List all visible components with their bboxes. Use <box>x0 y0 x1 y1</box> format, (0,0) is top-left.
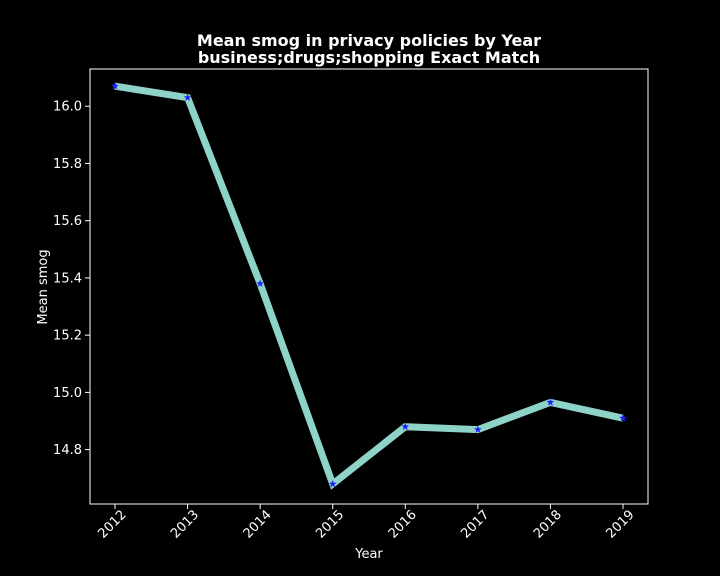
data-point-marker <box>401 422 410 430</box>
x-tick-label: 2017 <box>458 508 492 542</box>
x-tick-label: 2013 <box>168 508 202 542</box>
data-point-marker <box>474 425 482 433</box>
x-tick-label: 2019 <box>604 508 638 542</box>
y-axis-label: Mean smog <box>36 249 51 324</box>
y-axis: 14.8 15.0 15.2 15.4 15.6 15.8 16.0 <box>53 100 90 458</box>
y-tick-label: 15.8 <box>53 157 82 172</box>
y-tick-label: 14.8 <box>53 443 82 458</box>
x-tick-label: 2016 <box>386 508 420 542</box>
x-tick-label: 2015 <box>313 508 347 542</box>
data-point-marker <box>619 414 627 422</box>
series-layer <box>111 82 627 490</box>
data-point-marker <box>111 82 119 90</box>
x-axis: 2012 2013 2014 2015 2016 2017 2018 2019 <box>96 504 638 542</box>
y-tick-label: 15.6 <box>53 214 82 229</box>
data-point-marker <box>546 398 555 406</box>
x-tick-label: 2014 <box>241 508 275 542</box>
data-point-marker <box>256 279 264 287</box>
y-tick-label: 15.4 <box>53 271 82 286</box>
series-line <box>114 82 624 490</box>
y-tick-label: 15.2 <box>53 329 82 344</box>
x-tick-label: 2012 <box>96 508 130 542</box>
plot-area-frame <box>89 68 649 505</box>
y-tick-label: 16.0 <box>53 100 82 115</box>
y-tick-label: 15.0 <box>53 386 82 401</box>
chart-subtitle: business;drugs;shopping Exact Match <box>198 48 540 67</box>
data-point-marker <box>183 93 192 101</box>
chart-title: Mean smog in privacy policies by Year <box>197 31 541 50</box>
x-tick-label: 2018 <box>531 508 565 542</box>
x-axis-label: Year <box>354 547 383 562</box>
data-point-marker <box>328 479 337 488</box>
